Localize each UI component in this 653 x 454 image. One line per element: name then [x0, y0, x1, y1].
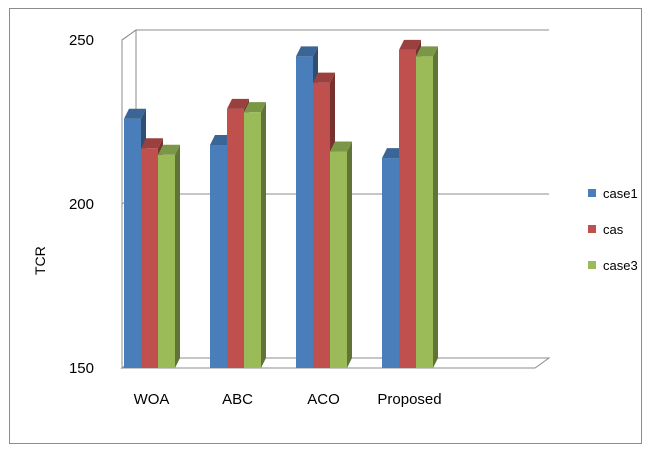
- bar-top: [227, 98, 249, 109]
- bar-side: [261, 102, 266, 368]
- legend-label: case3: [603, 258, 638, 273]
- bar-top: [124, 108, 146, 119]
- bar-top: [141, 138, 163, 149]
- bar-top: [382, 148, 404, 159]
- legend-item: case1: [588, 186, 638, 201]
- bar-top: [244, 102, 266, 113]
- bar-side: [175, 144, 180, 368]
- bar-top: [158, 144, 180, 155]
- y-axis-label: TCR: [32, 246, 48, 275]
- category-labels: WOA ABC ACO Proposed: [134, 391, 442, 408]
- bar-front: [244, 112, 261, 368]
- bar-front: [330, 151, 347, 368]
- y-tick-labels: 150 200 250: [69, 32, 94, 377]
- y-tick-label: 200: [69, 196, 94, 213]
- bar-top: [296, 46, 318, 57]
- legend-item: cas: [588, 222, 624, 237]
- bar-front: [416, 56, 433, 369]
- legend: case1 cas case3: [588, 186, 638, 273]
- legend-swatch: [588, 261, 596, 269]
- legend-swatch: [588, 189, 596, 197]
- legend-label: case1: [603, 186, 638, 201]
- bar: [244, 102, 266, 368]
- x-tick-label: Proposed: [377, 391, 441, 408]
- bar-side: [347, 141, 352, 368]
- legend-item: case3: [588, 258, 638, 273]
- bar-front: [382, 158, 399, 368]
- bar-front: [296, 56, 313, 369]
- y-tick-label: 150: [69, 360, 94, 377]
- bar-side: [433, 46, 438, 369]
- bar-front: [124, 118, 141, 368]
- bar-front: [141, 148, 158, 368]
- bar: [330, 141, 352, 368]
- bar-front: [399, 49, 416, 369]
- bar: [158, 144, 180, 368]
- bar-front: [210, 144, 227, 368]
- legend-swatch: [588, 225, 596, 233]
- x-tick-label: ABC: [222, 391, 253, 408]
- x-tick-label: WOA: [134, 391, 170, 408]
- bar-top: [313, 72, 335, 83]
- bar-front: [158, 154, 175, 368]
- bar: [416, 46, 438, 369]
- bar-top: [416, 46, 438, 57]
- y-tick-label: 250: [69, 32, 94, 49]
- bar-front: [313, 82, 330, 368]
- bar-top: [330, 141, 352, 152]
- x-tick-label: ACO: [307, 391, 340, 408]
- legend-label: cas: [603, 222, 624, 237]
- bars: [124, 39, 438, 369]
- bar-front: [227, 108, 244, 368]
- bar-top: [210, 134, 232, 145]
- gridline-diag: [121, 29, 137, 41]
- bar-top: [399, 39, 421, 50]
